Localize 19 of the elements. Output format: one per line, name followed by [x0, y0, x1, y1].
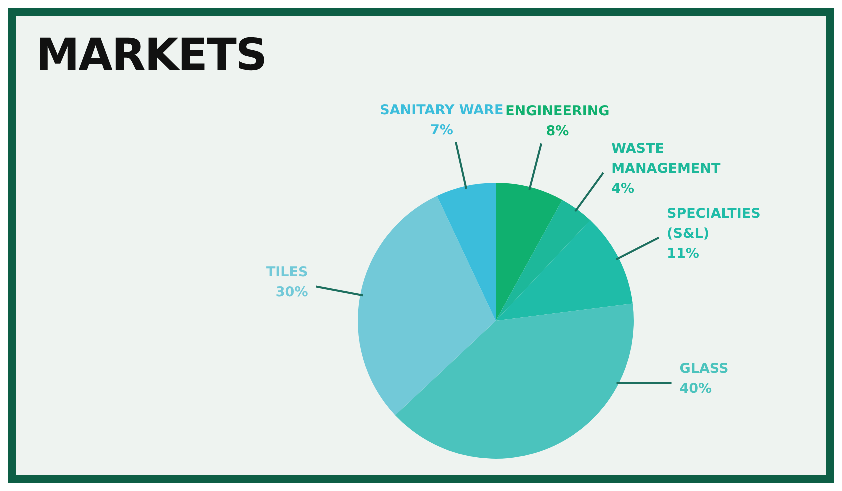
slice-label: SANITARY WARE — [380, 102, 504, 118]
pie-slice — [395, 304, 634, 459]
pie-slice — [496, 200, 590, 321]
pie-slice — [437, 183, 496, 321]
data-label: 11% — [667, 246, 700, 262]
slice-label: SPECIALTIES (S&L) — [667, 206, 761, 242]
pie-slice — [496, 220, 633, 321]
slice-label: WASTE MANAGEMENT — [612, 140, 722, 177]
data-label: 8% — [546, 124, 570, 140]
slice-label: TILES — [266, 264, 308, 281]
data-label: 30% — [276, 284, 309, 301]
data-label: 40% — [680, 381, 713, 398]
slice-label: GLASS — [680, 361, 729, 378]
pie-slice — [496, 183, 562, 321]
slice-label: ENGINEERING — [506, 104, 610, 120]
chart-title: MARKETS — [36, 30, 267, 81]
data-label: 7% — [430, 122, 454, 138]
data-label: 4% — [612, 180, 635, 197]
pie-slice — [358, 196, 496, 416]
